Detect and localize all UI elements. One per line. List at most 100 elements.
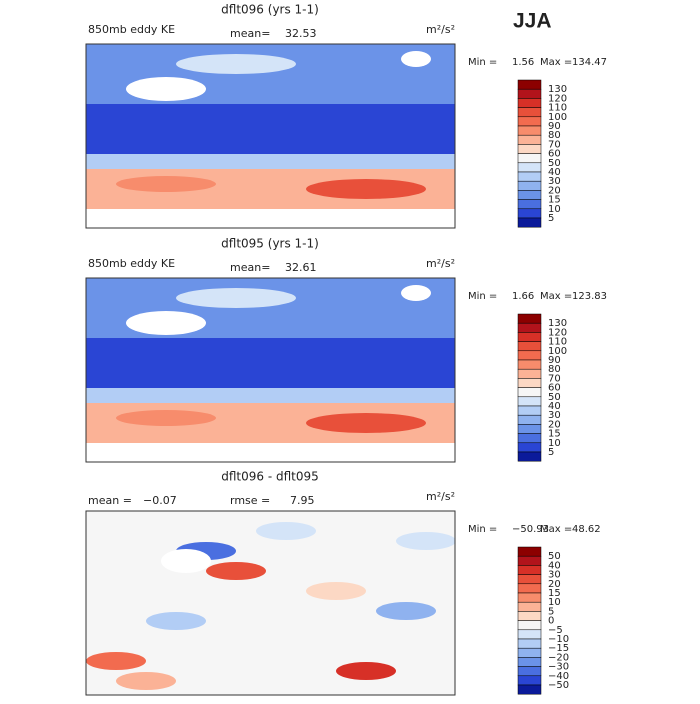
colorbar-label: 130	[548, 318, 567, 329]
max-label: Max =	[540, 291, 572, 302]
colorbar-box	[517, 442, 542, 453]
colorbar-box	[517, 107, 542, 118]
map-field	[86, 511, 455, 695]
colorbar-box	[517, 162, 542, 173]
field-band	[86, 209, 455, 228]
field-blob	[86, 652, 146, 670]
colorbar-box	[517, 217, 542, 228]
colorbar-label: 5	[548, 213, 554, 224]
colorbar-label: 50	[548, 551, 561, 562]
field-blob	[306, 582, 366, 600]
colorbar-label: −20	[548, 652, 569, 663]
colorbar-box	[517, 190, 542, 200]
map	[85, 277, 456, 463]
colorbar-label: 50	[548, 158, 561, 169]
min-label: Min =	[468, 57, 497, 68]
min-value: −50.93	[512, 524, 549, 535]
colorbar-box	[517, 546, 542, 557]
min-label: Min =	[468, 291, 497, 302]
colorbar-box	[517, 657, 542, 667]
map-frame	[85, 277, 456, 463]
colorbar-box	[517, 684, 542, 695]
mean-value: −0.07	[143, 494, 177, 507]
colorbar-label: 120	[548, 327, 567, 338]
season-label: JJA	[513, 10, 552, 33]
colorbar-label: 40	[548, 167, 561, 178]
max-label: Max =	[540, 57, 572, 68]
units: m²/s²	[426, 257, 455, 270]
colorbar-label: 15	[548, 588, 561, 599]
map	[85, 43, 456, 229]
colorbar-label: 30	[548, 410, 561, 421]
colorbar-label: 40	[548, 560, 561, 571]
colorbar-label: 30	[548, 176, 561, 187]
colorbar-box	[517, 350, 542, 361]
field-blob	[306, 179, 426, 199]
variable-label: 850mb eddy KE	[88, 257, 175, 270]
field-blob	[376, 602, 436, 620]
colorbar-box	[517, 378, 542, 388]
units: m²/s²	[426, 23, 455, 36]
colorbar-box	[517, 647, 542, 658]
colorbar-box	[517, 433, 542, 444]
colorbar-box	[517, 611, 542, 621]
colorbar-box	[517, 208, 542, 219]
colorbar-box	[517, 666, 542, 677]
colorbar-box	[517, 601, 542, 612]
colorbar-box	[517, 424, 542, 434]
colorbar-label: 20	[548, 419, 561, 430]
map-field	[86, 278, 455, 462]
colorbar-label: 0	[548, 616, 554, 627]
field-blob	[336, 662, 396, 680]
field-blob	[116, 176, 216, 192]
mean-value: 32.61	[285, 261, 317, 274]
field-blob	[116, 672, 176, 690]
colorbar-label: −30	[548, 662, 569, 673]
colorbar-label: −50	[548, 680, 569, 691]
colorbar-box	[517, 368, 542, 379]
panel-title: dflt095 (yrs 1-1)	[221, 237, 319, 251]
colorbar-label: 30	[548, 570, 561, 581]
colorbar-label: 100	[548, 346, 567, 357]
colorbar-label: 90	[548, 355, 561, 366]
mean-label: mean =	[88, 494, 132, 507]
colorbar-label: −5	[548, 625, 563, 636]
field-band	[86, 443, 455, 462]
field-blob	[176, 288, 296, 308]
colorbar-box	[517, 134, 542, 145]
map-frame	[85, 43, 456, 229]
colorbar-label: 20	[548, 579, 561, 590]
field-blob	[176, 54, 296, 74]
colorbar-label: 15	[548, 429, 561, 440]
colorbar-box	[517, 574, 542, 585]
map-frame	[85, 510, 456, 696]
colorbar-label: 80	[548, 364, 561, 375]
colorbar-box	[517, 79, 542, 90]
colorbar-box	[517, 451, 542, 462]
colorbar-box	[517, 405, 542, 416]
colorbar-box	[517, 88, 542, 99]
max-label: Max =	[540, 524, 572, 535]
variable-label: 850mb eddy KE	[88, 23, 175, 36]
field-blob	[146, 612, 206, 630]
colorbar-box	[517, 583, 542, 594]
colorbar-box	[517, 171, 542, 182]
colorbar-label: 10	[548, 204, 561, 215]
colorbar-label: 10	[548, 438, 561, 449]
colorbar-label: 100	[548, 112, 567, 123]
colorbar-box	[517, 592, 542, 603]
colorbar-label: 80	[548, 130, 561, 141]
mean-label: mean=	[230, 27, 270, 40]
max-value: 48.62	[572, 524, 601, 535]
colorbar-box	[517, 199, 542, 210]
field-blob	[116, 410, 216, 426]
colorbar-box	[517, 638, 542, 649]
colorbar-box	[517, 565, 542, 575]
colorbar-label: 10	[548, 597, 561, 608]
colorbar-label: 70	[548, 373, 561, 384]
colorbar-box	[517, 359, 542, 370]
field-blob	[206, 562, 266, 580]
min-value: 1.56	[512, 57, 534, 68]
colorbar-label: 110	[548, 337, 567, 348]
